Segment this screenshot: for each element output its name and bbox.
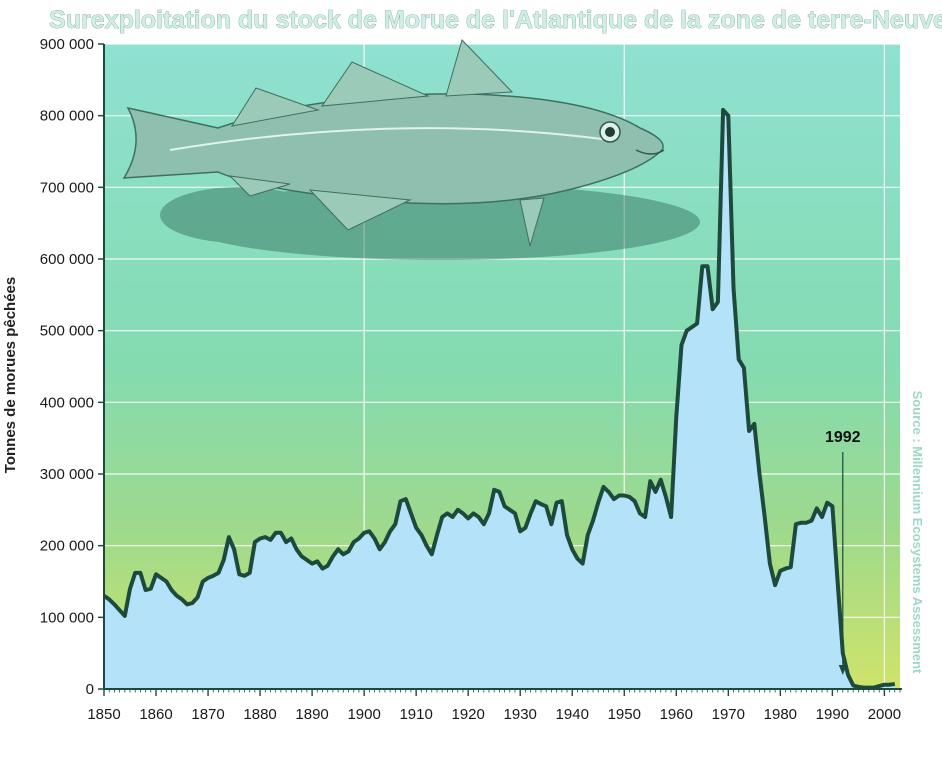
x-tick-label-2: 1870 [191, 706, 224, 723]
x-tick-label-10: 1950 [608, 706, 641, 723]
x-axis-ticks: 1850 1860 1870 1880 1890 1900 1910 1920 1930 1940… [87, 689, 901, 723]
x-tick-label-8: 1930 [504, 706, 537, 723]
y-axis-label: Tonnes de morues pêchées [2, 277, 19, 473]
x-tick-label-4: 1890 [295, 706, 328, 723]
x-tick-label-11: 1960 [660, 706, 693, 723]
annotation-arrowhead [838, 665, 847, 675]
x-tick-label-5: 1900 [347, 706, 380, 723]
x-tick-label-13: 1980 [764, 706, 797, 723]
y-tick-label-7: 700 000 [40, 179, 94, 196]
y-tick-label-6: 600 000 [40, 251, 94, 268]
y-axis-ticks: 0 100 000 200 000 300 000 400 000 500 000 600 … [40, 36, 104, 698]
x-tick-label-14: 1990 [816, 706, 849, 723]
catch-series-line [102, 107, 896, 690]
x-tick-label-6: 1910 [399, 706, 432, 723]
x-tick-label-15: 2000 [868, 706, 901, 723]
cod-fish-illustration [122, 39, 665, 247]
x-tick-label-7: 1920 [451, 706, 484, 723]
catch-area [104, 109, 895, 689]
y-tick-label-8: 800 000 [40, 108, 94, 125]
x-tick-label-0: 1850 [87, 706, 120, 723]
y-tick-label-3: 300 000 [40, 466, 94, 483]
x-tick-label-9: 1940 [556, 706, 589, 723]
annotation-1992: 1992 [825, 429, 861, 675]
cod-fish-shadow [160, 184, 700, 260]
x-tick-label-3: 1880 [243, 706, 276, 723]
y-tick-label-1: 100 000 [40, 609, 94, 626]
x-tick-label-12: 1970 [712, 706, 745, 723]
y-tick-label-2: 200 000 [40, 538, 94, 555]
annotation-label: 1992 [825, 429, 861, 446]
source-label: Source : Millennium Ecosystems Assessmen… [910, 391, 925, 674]
y-tick-label-5: 500 000 [40, 323, 94, 340]
chart-title: Surexploitation du stock de Morue de l'A… [49, 6, 942, 34]
y-tick-label-0: 0 [86, 681, 94, 698]
x-tick-label-1: 1860 [139, 706, 172, 723]
y-tick-label-4: 400 000 [40, 394, 94, 411]
y-tick-label-9: 900 000 [40, 36, 94, 53]
